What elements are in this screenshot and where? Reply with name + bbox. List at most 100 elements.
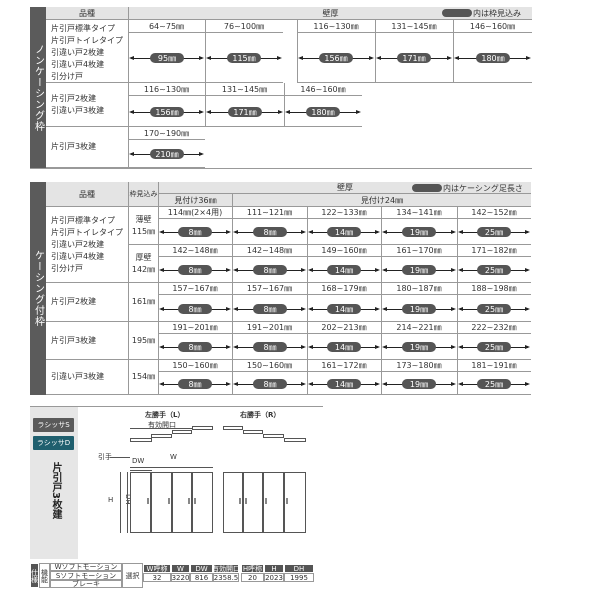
arrow-left-icon: [233, 345, 238, 349]
arrow-right-icon: [375, 268, 380, 272]
wall-cell: [457, 245, 531, 283]
wall-cell: [457, 207, 531, 245]
value-pill: 14㎜: [327, 265, 361, 275]
wall-cell: [375, 20, 453, 83]
product-type: 引分け戸: [51, 72, 83, 81]
arrow-right-icon: [375, 382, 380, 386]
value-pill: 14㎜: [327, 342, 361, 352]
arrow-right-icon: [525, 307, 530, 311]
frame-depth-cell: 薄壁 115㎜: [128, 207, 158, 245]
arrow-left-icon: [458, 268, 463, 272]
side-label-casing: ケーシング付枠: [30, 182, 46, 395]
plan-door-right: [284, 438, 306, 442]
spec-value: 20: [241, 573, 264, 582]
product-type: 引違い戸2枚建: [51, 239, 105, 249]
spec-value: 2358.5: [213, 573, 239, 582]
door-handle-icon: [188, 498, 190, 504]
product-type: 片引戸3枚建: [51, 142, 97, 151]
wall-cell: [307, 322, 381, 360]
value-pill: 8㎜: [253, 342, 287, 352]
legend-swatch: [412, 184, 442, 192]
frame-depth: 161㎜: [131, 297, 156, 306]
range-label: 188~198㎜: [457, 283, 531, 295]
product-type: 片引戸標準タイプ: [51, 215, 115, 225]
arrow-left-icon: [159, 307, 164, 311]
range-label: 168~179㎜: [307, 283, 381, 295]
header-kind: 品種: [46, 7, 128, 20]
arrow-right-icon: [301, 382, 306, 386]
arrow-right-icon: [451, 307, 456, 311]
wall-cell: [232, 207, 307, 245]
plan-door-left: [151, 434, 172, 438]
arrow-left-icon: [308, 230, 313, 234]
door-panel-left: [192, 472, 213, 533]
divider: [30, 406, 323, 407]
range-label: 131~145㎜: [375, 20, 453, 33]
product-type: 引分け戸: [51, 263, 83, 273]
value-pill: 14㎜: [327, 379, 361, 389]
plan-door-right: [223, 426, 243, 430]
range-label: 146~160㎜: [284, 83, 362, 96]
w-dim-line: [130, 467, 213, 468]
product-type: 引違い戸4枚建: [51, 60, 105, 69]
range-label: 134~141㎜: [381, 207, 457, 219]
arrow-left-icon: [382, 307, 387, 311]
wall-cell: [457, 283, 531, 322]
range-label: 171~182㎜: [457, 245, 531, 257]
wall-cell: [381, 245, 457, 283]
range-label: 222~232㎜: [457, 322, 531, 334]
product-panel: [30, 407, 78, 559]
range-label: 64~75㎜: [128, 20, 205, 33]
door-handle-icon: [286, 498, 288, 504]
arrow-left-icon: [129, 56, 134, 60]
range-label: 111~121㎜: [232, 207, 307, 219]
range-label: 149~160㎜: [307, 245, 381, 257]
opening-label: 有効開口: [148, 421, 176, 429]
dh-label: DH: [124, 494, 132, 505]
value-pill: 95㎜: [150, 53, 184, 63]
value-pill: 19㎜: [402, 265, 436, 275]
product-type: 片引戸2枚建: [51, 297, 97, 306]
value-pill: 156㎜: [150, 107, 184, 117]
spec-header: DW: [190, 564, 213, 573]
dw-label: DW: [132, 457, 145, 465]
arrow-left-icon: [458, 307, 463, 311]
wall-cell: [381, 283, 457, 322]
wall-cell: [307, 360, 381, 395]
wall-cell: [297, 20, 375, 83]
wall-cell: [158, 360, 232, 395]
frame-depth-cell: 161㎜: [128, 283, 158, 322]
wall-cell: [232, 245, 307, 283]
arrow-left-icon: [458, 382, 463, 386]
header-frame: 枠見込み: [128, 182, 158, 207]
spec-label: 仕様: [30, 563, 39, 588]
product-type: 片引戸トイレタイプ: [51, 227, 123, 237]
dh-dim-line: [127, 472, 128, 533]
value-pill: 156㎜: [319, 53, 353, 63]
arrow-left-icon: [376, 56, 381, 60]
door-panel-right: [223, 472, 243, 533]
wall-cell: [128, 20, 205, 83]
arrow-left-icon: [233, 307, 238, 311]
wall-cell: [284, 83, 362, 127]
arrow-right-icon: [451, 268, 456, 272]
arrow-left-icon: [233, 230, 238, 234]
value-pill: 25㎜: [477, 379, 511, 389]
spec-header: H: [264, 564, 284, 573]
legend: 内はケーシング足長さ: [412, 183, 523, 193]
door-handle-icon: [245, 498, 247, 504]
range-label: 116~130㎜: [297, 20, 375, 33]
range-label: 191~201㎜: [158, 322, 232, 334]
product-type: 片引戸3枚建: [51, 335, 97, 345]
door-panel-left: [130, 472, 151, 533]
door-handle-icon: [265, 498, 267, 504]
wall-cell: [158, 207, 232, 245]
value-pill: 8㎜: [178, 227, 212, 237]
function-option: Wソフトモーション: [50, 563, 122, 572]
door-panel-right: [284, 472, 306, 533]
range-label: 76~100㎜: [205, 20, 283, 33]
header-mitsuke-36: 見付け36㎜: [158, 194, 232, 207]
series-tag-s: ラシッサS: [33, 418, 74, 432]
arrow-right-icon: [447, 56, 452, 60]
wall-type: 薄壁: [135, 214, 152, 224]
